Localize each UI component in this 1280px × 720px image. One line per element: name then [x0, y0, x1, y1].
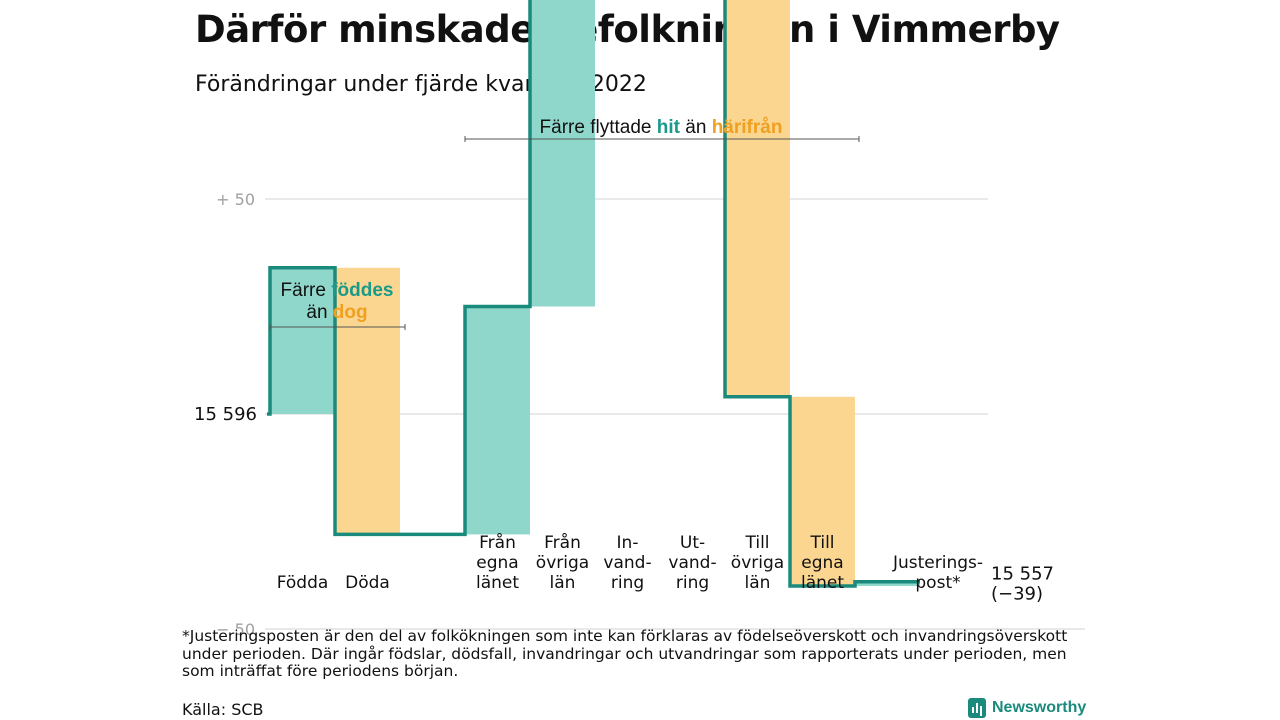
- brand-logo: Newsworthy: [968, 697, 1086, 719]
- category-label-3: Från egna länet: [476, 532, 519, 593]
- bar-7: [725, 0, 790, 397]
- births-annotation-line2: än dog: [306, 302, 367, 323]
- category-label-9-line-0: Justerings-: [892, 553, 983, 573]
- category-label-6-line-1: vand-: [668, 553, 716, 573]
- category-label-8-line-1: egna: [801, 553, 843, 573]
- category-label-5-line-0: In-: [617, 533, 639, 553]
- source: Källa: SCB: [182, 700, 264, 719]
- bar-4: [530, 0, 595, 307]
- category-label-7: Till övriga län: [731, 533, 784, 593]
- bar-3: [465, 306, 530, 535]
- category-label-8-line-0: Till: [809, 533, 834, 553]
- category-label-6-line-2: ring: [676, 573, 709, 593]
- y-tick-label-1: + 50: [216, 190, 255, 209]
- category-label-0: Födda: [277, 573, 329, 593]
- category-label-6-line-0: Ut-: [680, 533, 705, 553]
- category-label-7-line-0: Till: [744, 533, 769, 553]
- category-label-7-line-1: övriga: [731, 553, 784, 573]
- migration-annotation-middle: än: [680, 117, 712, 138]
- end-change-label: (−39): [991, 584, 1043, 605]
- bar-1: [335, 267, 400, 535]
- footnote: *Justeringsposten är den del av folkökni…: [182, 627, 1068, 680]
- births-annotation-an: än: [306, 302, 332, 323]
- start-value-label: 15 596: [194, 404, 257, 425]
- migration-annotation: Färre flyttade hit än härifrån: [540, 117, 783, 138]
- bar-8: [790, 396, 855, 586]
- migration-annotation-harifran: härifrån: [712, 117, 783, 138]
- category-label-8-line-2: länet: [801, 573, 844, 593]
- category-label-5-line-1: vand-: [603, 553, 651, 573]
- category-label-1: Döda: [345, 573, 390, 593]
- births-annotation-prefix: Färre: [281, 280, 332, 301]
- category-label-3-line-0: Från: [479, 532, 516, 553]
- category-label-7-line-2: län: [745, 573, 771, 593]
- step-line: [267, 0, 920, 588]
- category-label-5-line-2: ring: [611, 573, 644, 593]
- newsworthy-icon: [968, 698, 986, 718]
- migration-annotation-hit: hit: [657, 117, 681, 138]
- births-annotation-dog: dog: [333, 302, 368, 323]
- category-label-4: Från övriga län: [536, 532, 589, 593]
- y-tick-label-3: − 50: [216, 620, 255, 639]
- category-label-0-line-0: Födda: [277, 573, 329, 593]
- category-label-4-line-0: Från: [544, 532, 581, 553]
- category-label-3-line-1: egna: [476, 553, 518, 573]
- end-value-label: 15 557: [991, 564, 1054, 585]
- category-label-1-line-0: Döda: [345, 573, 390, 593]
- bar-0: [270, 267, 335, 414]
- category-label-6: Ut-vand-ring: [668, 533, 716, 593]
- bars: [270, 0, 920, 586]
- category-label-5: In-vand-ring: [603, 533, 651, 593]
- category-label-3-line-2: länet: [476, 573, 519, 593]
- births-annotation-foddes: föddes: [331, 280, 393, 301]
- chart-title: Därför minskade befolkningen i Vimmerby: [195, 8, 1060, 51]
- bar-9: [855, 581, 920, 586]
- migration-annotation-prefix: Färre flyttade: [540, 117, 657, 138]
- step-line-layer: [267, 0, 920, 588]
- category-label-9-line-1: post*: [915, 573, 960, 593]
- brand-name: Newsworthy: [992, 699, 1087, 716]
- category-label-4-line-1: övriga: [536, 553, 589, 573]
- category-label-8: Till egna länet: [801, 533, 844, 593]
- category-label-4-line-2: län: [550, 573, 576, 593]
- category-label-9: Justerings-post*: [892, 553, 983, 593]
- births-annotation-line1: Färre föddes: [281, 280, 394, 301]
